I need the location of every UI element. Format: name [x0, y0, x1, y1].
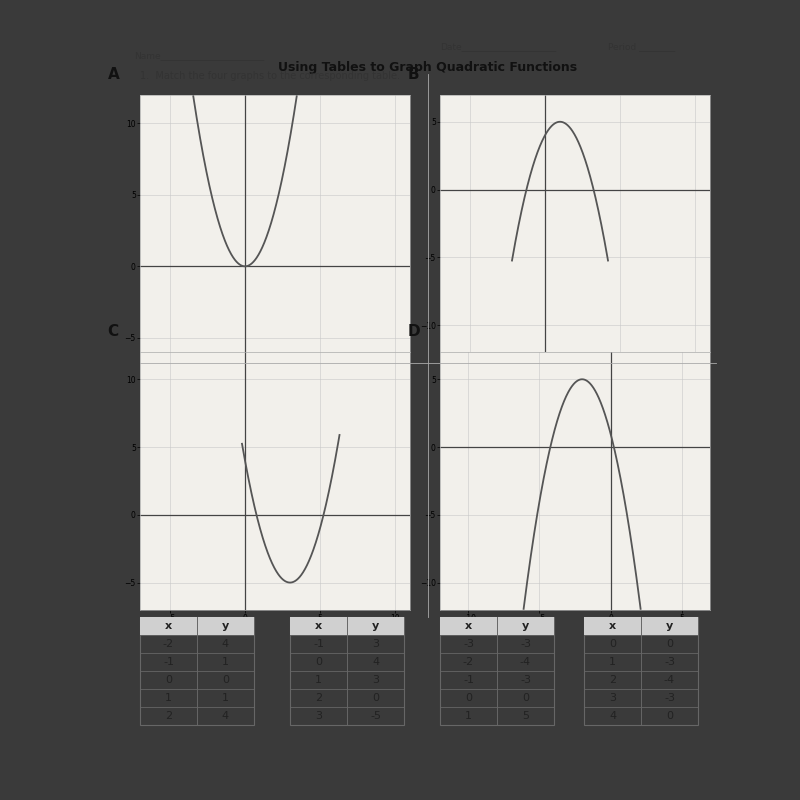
Text: 0: 0	[666, 638, 673, 649]
Text: -3: -3	[520, 638, 531, 649]
Text: 4: 4	[222, 710, 229, 721]
Text: 0: 0	[165, 674, 172, 685]
Text: -1: -1	[463, 674, 474, 685]
Text: -1: -1	[313, 638, 324, 649]
Text: 1: 1	[465, 710, 472, 721]
Text: 1: 1	[165, 693, 172, 702]
Text: 0: 0	[372, 693, 379, 702]
Text: x: x	[609, 621, 616, 630]
Text: 0: 0	[666, 710, 673, 721]
Text: 0: 0	[315, 657, 322, 666]
Text: A: A	[107, 66, 119, 82]
Text: Period ________: Period ________	[608, 42, 675, 51]
Text: 0: 0	[609, 638, 616, 649]
Text: 2: 2	[315, 693, 322, 702]
Text: Using Tables to Graph Quadratic Functions: Using Tables to Graph Quadratic Function…	[278, 62, 578, 74]
Text: 4: 4	[372, 657, 379, 666]
Text: 3: 3	[372, 674, 379, 685]
Text: -3: -3	[463, 638, 474, 649]
Text: -3: -3	[520, 674, 531, 685]
Text: -5: -5	[370, 710, 381, 721]
Text: x: x	[165, 621, 172, 630]
Text: 4: 4	[609, 710, 616, 721]
Text: -3: -3	[664, 693, 675, 702]
Text: 3: 3	[609, 693, 616, 702]
Text: x: x	[465, 621, 472, 630]
Text: 1: 1	[222, 657, 229, 666]
Text: 3: 3	[315, 710, 322, 721]
Text: y: y	[222, 621, 229, 630]
Bar	[584, 617, 698, 634]
Text: 2: 2	[609, 674, 616, 685]
Text: 0: 0	[465, 693, 472, 702]
Text: y: y	[522, 621, 529, 630]
Text: C: C	[107, 324, 118, 339]
Text: -2: -2	[463, 657, 474, 666]
Text: 4: 4	[222, 638, 229, 649]
Text: 2: 2	[165, 710, 172, 721]
Text: y: y	[666, 621, 673, 630]
Bar	[290, 617, 404, 634]
Text: 1: 1	[222, 693, 229, 702]
Text: 3: 3	[372, 638, 379, 649]
Text: y: y	[372, 621, 379, 630]
Text: 5: 5	[522, 710, 529, 721]
Bar	[440, 617, 554, 634]
Text: D: D	[408, 324, 420, 339]
Text: 0: 0	[222, 674, 229, 685]
Text: 1: 1	[315, 674, 322, 685]
Text: Date_____________________: Date_____________________	[440, 42, 556, 51]
Text: -2: -2	[163, 638, 174, 649]
Text: -4: -4	[520, 657, 531, 666]
Text: -4: -4	[664, 674, 675, 685]
Text: 1.  Match the four graphs to the corresponding table.: 1. Match the four graphs to the correspo…	[140, 71, 400, 81]
Text: -3: -3	[664, 657, 675, 666]
Text: -1: -1	[163, 657, 174, 666]
Text: Name_______________________: Name_______________________	[134, 51, 264, 61]
Text: B: B	[408, 66, 419, 82]
Text: 0: 0	[522, 693, 529, 702]
Bar	[140, 617, 254, 634]
Text: x: x	[315, 621, 322, 630]
Text: 1: 1	[609, 657, 616, 666]
